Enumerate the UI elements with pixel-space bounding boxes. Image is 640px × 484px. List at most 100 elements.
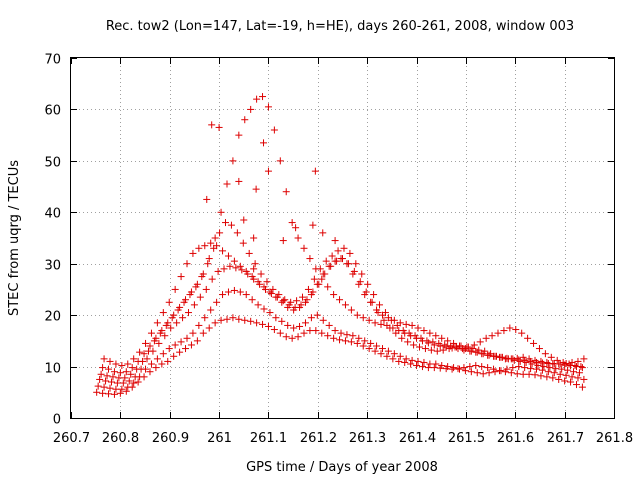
data-point-marker [513,370,521,378]
data-point-marker [306,255,314,263]
chart-title: Rec. tow2 (Lon=147, Lat=-19, h=HE), days… [106,19,574,34]
data-point-marker [182,296,190,304]
data-point-marker [395,357,403,365]
data-point-marker [346,249,354,257]
data-point-marker [278,317,286,325]
data-point-marker [538,366,546,374]
data-point-marker [378,311,386,319]
data-point-marker [343,260,351,268]
data-point-marker [136,348,144,356]
data-point-marker [472,362,480,370]
data-point-marker [267,290,275,298]
data-point-marker [416,343,424,351]
data-point-marker [219,291,227,299]
data-point-marker [337,329,345,337]
data-point-marker [239,239,247,247]
data-point-marker [299,293,307,301]
data-point-marker [578,364,586,372]
data-point-marker [147,360,155,368]
data-point-marker [254,301,262,309]
data-point-marker [373,306,381,314]
data-point-marker [300,329,308,337]
data-point-marker [278,298,286,306]
data-point-marker [527,357,535,365]
data-point-marker [444,337,452,345]
data-point-marker [183,260,191,268]
data-point-marker [418,363,426,371]
data-point-marker [226,262,234,270]
data-point-marker [176,303,184,311]
data-point-marker [184,309,192,317]
data-point-marker [112,385,120,393]
data-point-marker [187,288,195,296]
data-point-marker [270,126,278,134]
data-point-marker [340,244,348,252]
data-point-marker [176,348,184,356]
data-point-marker [485,351,493,359]
data-point-marker [439,346,447,354]
data-point-marker [319,229,327,237]
data-point-marker [555,375,563,383]
data-point-marker [307,314,315,322]
data-point-marker [544,359,552,367]
data-point-marker [213,298,221,306]
data-point-marker [365,345,373,353]
data-point-marker [553,356,561,364]
data-point-marker [568,373,576,381]
data-point-marker [110,368,118,376]
data-point-marker [272,293,280,301]
data-point-marker [248,296,256,304]
data-point-marker [134,357,142,365]
data-point-marker [125,377,133,385]
y-axis-label: STEC from uqrg / TECUs [7,160,22,316]
data-point-marker [373,342,381,350]
data-point-marker [177,338,185,346]
data-point-marker [235,315,243,323]
data-point-marker [473,369,481,377]
data-point-marker [232,264,240,272]
data-point-marker [195,244,203,252]
data-point-marker [535,345,543,353]
data-point-marker [312,327,320,335]
data-point-marker [376,301,384,309]
data-point-marker [361,291,369,299]
plot-frame [70,57,615,419]
data-point-marker [377,320,385,328]
data-point-marker [518,329,526,337]
data-point-marker [562,359,570,367]
data-point-marker [217,208,225,216]
data-point-marker [503,354,511,362]
data-point-marker [241,116,249,124]
data-point-marker [364,280,372,288]
data-point-marker [134,378,142,386]
data-point-marker [230,286,238,294]
data-point-marker [503,365,511,373]
data-point-marker [460,346,468,354]
data-point-marker [152,364,160,372]
data-point-marker [158,327,166,335]
data-point-marker [130,355,138,363]
data-point-marker [325,262,333,270]
data-point-marker [355,280,363,288]
data-point-marker [279,297,287,305]
data-point-marker [109,373,117,381]
y-tick-label: 40 [44,207,61,222]
data-point-marker [567,362,575,370]
x-axis-ticks: 260.7 260.8 260.9 261 261.1 261.2 261.3 261.4 26… [53,58,633,446]
data-point-marker [248,273,256,281]
data-point-marker [96,375,104,383]
data-point-marker [165,345,173,353]
data-point-marker [307,291,315,299]
data-point-marker [130,379,138,387]
data-point-marker [371,347,379,355]
data-point-marker [532,365,540,373]
data-point-marker [257,270,265,278]
data-point-marker [94,382,102,390]
data-point-marker [427,346,435,354]
data-point-marker [519,370,527,378]
data-point-marker [482,334,490,342]
data-point-marker [322,257,330,265]
data-point-marker [190,301,198,309]
data-point-marker [170,311,178,319]
